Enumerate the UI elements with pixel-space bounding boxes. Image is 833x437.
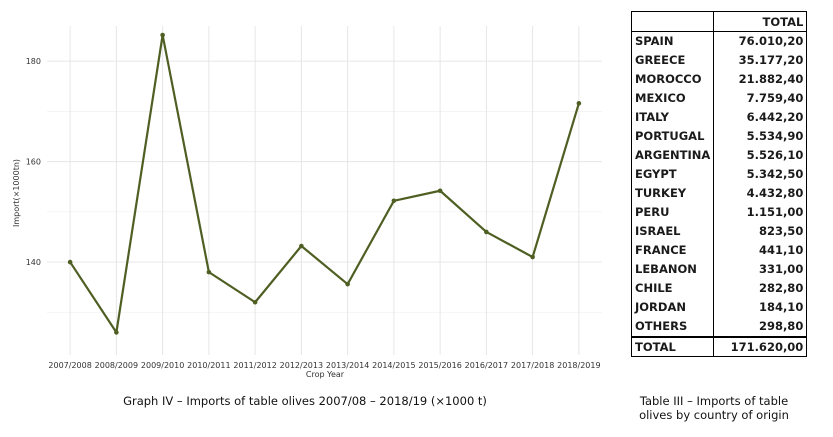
x-tick-label: 2007/2008	[48, 361, 91, 370]
chart-series	[67, 32, 582, 335]
data-point	[345, 281, 350, 287]
x-axis-ticks: 2007/2008 2008/2009 2009/2010 2010/2011 2011…	[48, 361, 600, 370]
y-axis-ticks: 140 160 180	[26, 57, 41, 267]
table-row: PORTUGAL 5.534,90	[630, 127, 808, 146]
x-tick-label: 2015/2016	[418, 361, 461, 370]
data-point	[437, 188, 443, 194]
graph-caption: Graph IV – Imports of table olives 2007/…	[123, 394, 487, 408]
table-row: JORDAN 184,10	[630, 298, 808, 317]
table-row: PERU 1.151,00	[630, 203, 808, 222]
data-point	[530, 254, 535, 260]
table-row: ISRAEL 823,50	[630, 222, 808, 241]
x-tick-label: 2017/2018	[511, 361, 554, 370]
table-header-row: TOTAL	[630, 11, 808, 32]
country-name: CHILE	[630, 279, 715, 298]
country-name: EGYPT	[630, 165, 715, 184]
table-row: ITALY 6.442,20	[630, 108, 808, 127]
table-header-blank	[630, 11, 715, 32]
country-value: 5.342,50	[713, 165, 808, 184]
data-point	[252, 299, 258, 305]
total-label: TOTAL	[630, 336, 715, 357]
country-value: 76.010,20	[713, 31, 808, 51]
country-name: PERU	[630, 203, 715, 222]
country-value: 1.151,00	[713, 203, 808, 222]
country-value: 21.882,40	[713, 70, 808, 89]
country-name: JORDAN	[630, 298, 715, 317]
table-row: ARGENTINA 5.526,10	[630, 146, 808, 165]
country-value: 282,80	[713, 279, 808, 298]
country-value: 823,50	[713, 222, 808, 241]
country-value: 35.177,20	[713, 51, 808, 70]
country-value: 7.759,40	[713, 89, 808, 108]
imports-by-country-table: TOTAL SPAIN 76.010,20 GREECE 35.177,20 MOROC…	[630, 11, 808, 357]
data-point	[206, 269, 212, 275]
country-name: FRANCE	[630, 241, 715, 260]
series-line	[69, 33, 580, 334]
data-point	[67, 259, 73, 265]
x-tick-label: 2011/2012	[233, 361, 276, 370]
country-value: 5.526,10	[713, 146, 808, 165]
country-name: PORTUGAL	[630, 127, 715, 146]
table-row: OTHERS 298,80	[630, 317, 808, 338]
table-row: GREECE 35.177,20	[630, 51, 808, 70]
table-row: FRANCE 441,10	[630, 241, 808, 260]
total-value: 171.620,00	[713, 336, 808, 357]
table-caption: Table III – Imports of table olives by c…	[639, 394, 789, 422]
chart-grid	[47, 26, 602, 355]
y-tick-label: 140	[26, 258, 41, 267]
country-value: 6.442,20	[713, 108, 808, 127]
country-name: TURKEY	[630, 184, 715, 203]
country-name: LEBANON	[630, 260, 715, 279]
country-name: GREECE	[630, 51, 715, 70]
x-tick-label: 2013/2014	[326, 361, 369, 370]
x-tick-label: 2009/2010	[141, 361, 184, 370]
y-axis-title: Import(×1000tn)	[12, 159, 21, 227]
country-name: ISRAEL	[630, 222, 715, 241]
x-tick-label: 2012/2013	[280, 361, 323, 370]
data-point	[299, 243, 304, 249]
data-point	[160, 32, 165, 38]
country-name: ITALY	[630, 108, 715, 127]
country-value: 5.534,90	[713, 127, 808, 146]
x-tick-label: 2010/2011	[187, 361, 230, 370]
table-row: SPAIN 76.010,20	[630, 31, 808, 51]
table-header-total: TOTAL	[713, 11, 808, 32]
country-name: ARGENTINA	[630, 146, 715, 165]
table-body: SPAIN 76.010,20 GREECE 35.177,20 MOROCCO 21.8…	[630, 31, 808, 338]
table-row: MEXICO 7.759,40	[630, 89, 808, 108]
country-name: SPAIN	[630, 31, 715, 51]
country-value: 298,80	[713, 317, 808, 338]
data-point	[576, 101, 582, 106]
table-row: MOROCCO 21.882,40	[630, 70, 808, 89]
table-total-row: TOTAL 171.620,00	[630, 336, 808, 357]
table-row: EGYPT 5.342,50	[630, 165, 808, 184]
x-tick-label: 2014/2015	[372, 361, 415, 370]
country-value: 4.432,80	[713, 184, 808, 203]
table-row: LEBANON 331,00	[630, 260, 808, 279]
table-row: CHILE 282,80	[630, 279, 808, 298]
country-value: 331,00	[713, 260, 808, 279]
country-value: 184,10	[713, 298, 808, 317]
table-row: TURKEY 4.432,80	[630, 184, 808, 203]
y-tick-label: 180	[26, 57, 41, 66]
data-point	[484, 229, 489, 235]
x-axis-title: Crop Year	[306, 370, 345, 379]
country-name: MEXICO	[630, 89, 715, 108]
country-name: MOROCCO	[630, 70, 715, 89]
y-tick-label: 160	[26, 158, 41, 167]
x-tick-label: 2016/2017	[465, 361, 508, 370]
data-point	[114, 330, 119, 335]
country-name: OTHERS	[630, 317, 715, 338]
x-tick-label: 2018/2019	[557, 361, 600, 370]
data-point	[391, 198, 397, 204]
country-value: 441,10	[713, 241, 808, 260]
x-tick-label: 2008/2009	[95, 361, 138, 370]
